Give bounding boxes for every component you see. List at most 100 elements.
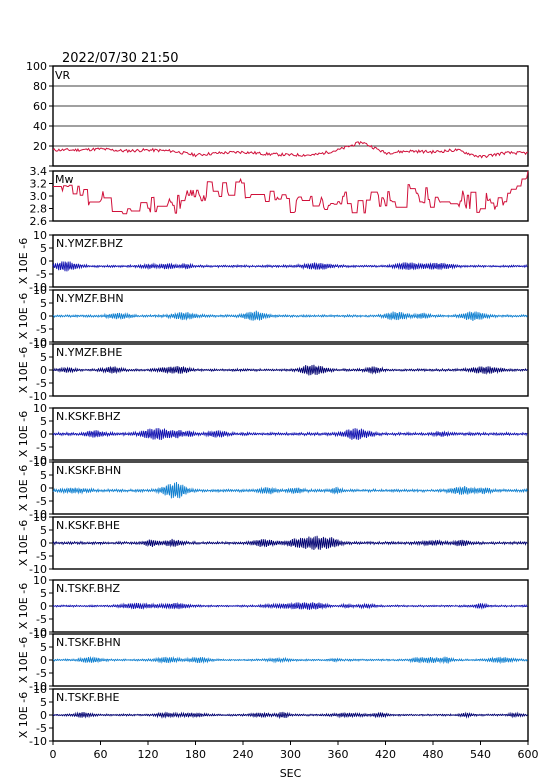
seismo-ytick-label: 5 bbox=[40, 351, 47, 364]
seismo-ytick-label: 5 bbox=[40, 524, 47, 537]
seismo-ytick-label: -10 bbox=[29, 735, 47, 748]
mw-panel-label: Mw bbox=[55, 173, 74, 186]
seismo-ytick-label: 0 bbox=[40, 310, 47, 323]
seismo-ytick-label: 0 bbox=[40, 482, 47, 495]
seismo-ytick-label: -10 bbox=[29, 454, 47, 467]
x-tick-label: 540 bbox=[470, 748, 491, 761]
seismo-ytick-label: 5 bbox=[40, 587, 47, 600]
seismo-ytick-label: 5 bbox=[40, 469, 47, 482]
panels: 20406080100VR2.62.83.03.23.4Mw-10-50510N… bbox=[17, 60, 539, 780]
mw-ytick-label: 2.6 bbox=[30, 215, 48, 228]
seismo-ytick-label: -10 bbox=[29, 680, 47, 693]
seismo-station-label: N.TSKF.BHN bbox=[56, 636, 121, 649]
vr-ytick-label: 20 bbox=[33, 140, 47, 153]
seismo-station-label: N.KSKF.BHE bbox=[56, 519, 120, 532]
seismo-ytick-label: 5 bbox=[40, 297, 47, 310]
mw-ytick-label: 3.2 bbox=[30, 178, 48, 191]
seismo-ylabel: X 10E -6 bbox=[17, 238, 30, 284]
seismo-waveform bbox=[52, 364, 528, 376]
seismo-station-label: N.YMZF.BHE bbox=[56, 346, 122, 359]
seismo-ytick-label: 10 bbox=[33, 456, 47, 469]
mw-ytick-label: 2.8 bbox=[30, 203, 48, 216]
seismo-ylabel: X 10E -6 bbox=[17, 583, 30, 629]
mw-ytick-label: 3.0 bbox=[30, 190, 48, 203]
seismo-ytick-label: -5 bbox=[36, 667, 47, 680]
seismo-ytick-label: -10 bbox=[29, 336, 47, 349]
seismo-station-label: N.YMZF.BHN bbox=[56, 292, 124, 305]
seismo-ytick-label: 10 bbox=[33, 511, 47, 524]
vr-frame bbox=[52, 65, 529, 167]
seismo-ylabel: X 10E -6 bbox=[17, 637, 30, 683]
seismo-waveform bbox=[52, 481, 528, 499]
x-tick-label: 420 bbox=[375, 748, 396, 761]
seismo-ytick-label: -5 bbox=[36, 495, 47, 508]
header-timestamp: 2022/07/30 21:50 bbox=[62, 51, 179, 66]
x-tick-label: 600 bbox=[518, 748, 539, 761]
seismo-ylabel: X 10E -6 bbox=[17, 692, 30, 738]
seismo-ytick-label: 5 bbox=[40, 696, 47, 709]
x-tick-label: 360 bbox=[328, 748, 349, 761]
seismo-ytick-label: 10 bbox=[33, 402, 47, 415]
seismo-ytick-label: 0 bbox=[40, 654, 47, 667]
x-tick-label: 300 bbox=[280, 748, 301, 761]
seismo-ytick-label: 0 bbox=[40, 537, 47, 550]
seismo-ytick-label: 0 bbox=[40, 364, 47, 377]
x-tick-label: 180 bbox=[185, 748, 206, 761]
seismo-ytick-label: -5 bbox=[36, 441, 47, 454]
seismo-ytick-label: -10 bbox=[29, 390, 47, 403]
seismo-ylabel: X 10E -6 bbox=[17, 411, 30, 457]
seismo-ytick-label: -10 bbox=[29, 508, 47, 521]
seismo-ytick-label: -10 bbox=[29, 626, 47, 639]
mw-series-line bbox=[53, 170, 529, 215]
seismo-station-label: N.TSKF.BHZ bbox=[56, 582, 121, 595]
x-tick-label: 240 bbox=[233, 748, 254, 761]
seismo-waveform bbox=[52, 711, 528, 720]
seismo-ytick-label: 10 bbox=[33, 628, 47, 641]
seismo-ytick-label: -5 bbox=[36, 377, 47, 390]
seismo-ytick-label: 5 bbox=[40, 415, 47, 428]
seismo-ytick-label: 0 bbox=[40, 255, 47, 268]
vr-series-line bbox=[52, 140, 529, 159]
seismo-waveform bbox=[52, 427, 528, 441]
seismo-frame bbox=[52, 234, 529, 288]
seismo-ytick-label: 5 bbox=[40, 641, 47, 654]
seismo-ylabel: X 10E -6 bbox=[17, 293, 30, 339]
seismo-ytick-label: 10 bbox=[33, 229, 47, 242]
seismo-ytick-label: 10 bbox=[33, 683, 47, 696]
x-tick-label: 60 bbox=[94, 748, 108, 761]
seismo-ytick-label: 10 bbox=[33, 338, 47, 351]
seismo-ytick-label: 10 bbox=[33, 574, 47, 587]
seismo-station-label: N.KSKF.BHN bbox=[56, 464, 121, 477]
seismo-ytick-label: -5 bbox=[36, 323, 47, 336]
vr-ytick-label: 40 bbox=[33, 120, 47, 133]
seismo-waveform bbox=[52, 535, 528, 551]
seismo-station-label: N.YMZF.BHZ bbox=[56, 237, 123, 250]
seismo-ytick-label: 0 bbox=[40, 709, 47, 722]
seismo-ytick-label: -5 bbox=[36, 613, 47, 626]
seismo-station-label: N.TSKF.BHE bbox=[56, 691, 120, 704]
seismo-station-label: N.KSKF.BHZ bbox=[56, 410, 121, 423]
x-tick-label: 120 bbox=[138, 748, 159, 761]
mw-frame bbox=[52, 170, 529, 222]
mw-ytick-label: 3.4 bbox=[30, 165, 48, 178]
vr-ytick-label: 80 bbox=[33, 80, 47, 93]
x-tick-label: 480 bbox=[423, 748, 444, 761]
seismo-ytick-label: -10 bbox=[29, 563, 47, 576]
seismo-ytick-label: 0 bbox=[40, 428, 47, 441]
seismo-ytick-label: 5 bbox=[40, 242, 47, 255]
seismo-waveform bbox=[52, 261, 528, 272]
seismo-frame bbox=[52, 461, 529, 515]
seismo-ytick-label: 0 bbox=[40, 600, 47, 613]
x-axis-label: SEC bbox=[280, 767, 302, 780]
seismo-ytick-label: -5 bbox=[36, 550, 47, 563]
seismo-ylabel: X 10E -6 bbox=[17, 347, 30, 393]
seismo-waveform bbox=[52, 655, 528, 665]
seismo-ytick-label: -5 bbox=[36, 722, 47, 735]
seismo-ytick-label: -10 bbox=[29, 281, 47, 294]
x-tick-label: 0 bbox=[50, 748, 57, 761]
vr-panel-label: VR bbox=[55, 69, 71, 82]
seismo-frame bbox=[52, 633, 529, 687]
seismo-waveform bbox=[52, 310, 528, 321]
vr-ytick-label: 100 bbox=[26, 60, 47, 73]
